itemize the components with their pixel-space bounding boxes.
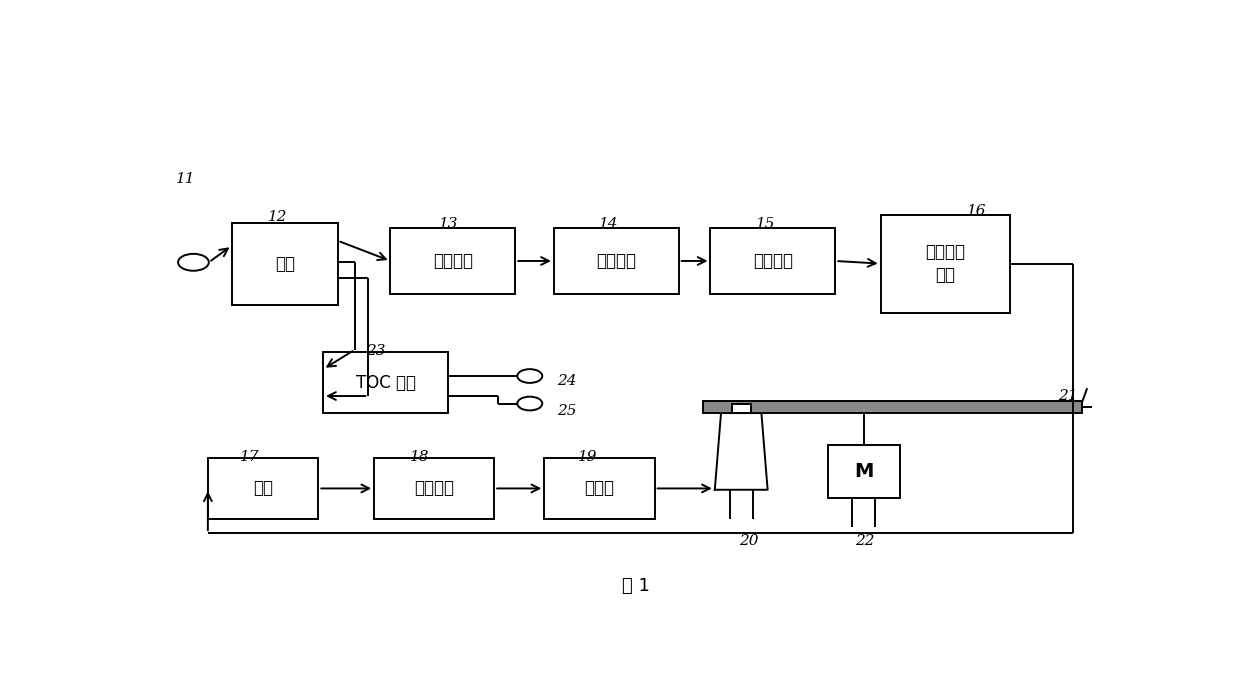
Text: 12: 12: [268, 210, 288, 225]
Text: 接口: 接口: [275, 255, 295, 273]
Bar: [732, 403, 751, 413]
Text: 17: 17: [239, 450, 259, 464]
Text: M: M: [854, 462, 873, 481]
Bar: [711, 228, 836, 294]
Bar: [544, 458, 655, 519]
Bar: [391, 228, 516, 294]
Bar: [554, 228, 678, 294]
Text: 同步附加: 同步附加: [414, 480, 454, 497]
Text: 22: 22: [854, 534, 874, 548]
Bar: [828, 444, 900, 497]
Text: 20: 20: [739, 534, 759, 548]
Text: 调制: 调制: [253, 480, 273, 497]
Bar: [208, 458, 319, 519]
Text: 25: 25: [557, 403, 577, 418]
Text: 11: 11: [176, 172, 196, 186]
Text: 错误校正
编码: 错误校正 编码: [925, 243, 966, 284]
Text: 21: 21: [1058, 390, 1078, 403]
Bar: [374, 458, 495, 519]
Text: 扇区形成: 扇区形成: [433, 252, 472, 270]
Text: 19: 19: [578, 450, 598, 464]
Bar: [703, 401, 1083, 413]
Text: 图 1: 图 1: [621, 577, 650, 595]
Text: 标题附加: 标题附加: [753, 252, 792, 270]
Text: 驱动器: 驱动器: [584, 480, 615, 497]
Text: 混杂处理: 混杂处理: [596, 252, 636, 270]
Text: 13: 13: [439, 217, 458, 232]
Text: 18: 18: [409, 450, 429, 464]
Text: TOC 产生: TOC 产生: [356, 374, 415, 392]
Polygon shape: [714, 413, 768, 490]
Bar: [324, 352, 448, 413]
Text: 15: 15: [755, 217, 775, 232]
Text: 14: 14: [599, 217, 619, 232]
Text: 16: 16: [967, 204, 987, 218]
Bar: [232, 223, 337, 304]
Bar: [880, 214, 1011, 313]
Text: 24: 24: [557, 374, 577, 388]
Text: 23: 23: [367, 344, 386, 359]
